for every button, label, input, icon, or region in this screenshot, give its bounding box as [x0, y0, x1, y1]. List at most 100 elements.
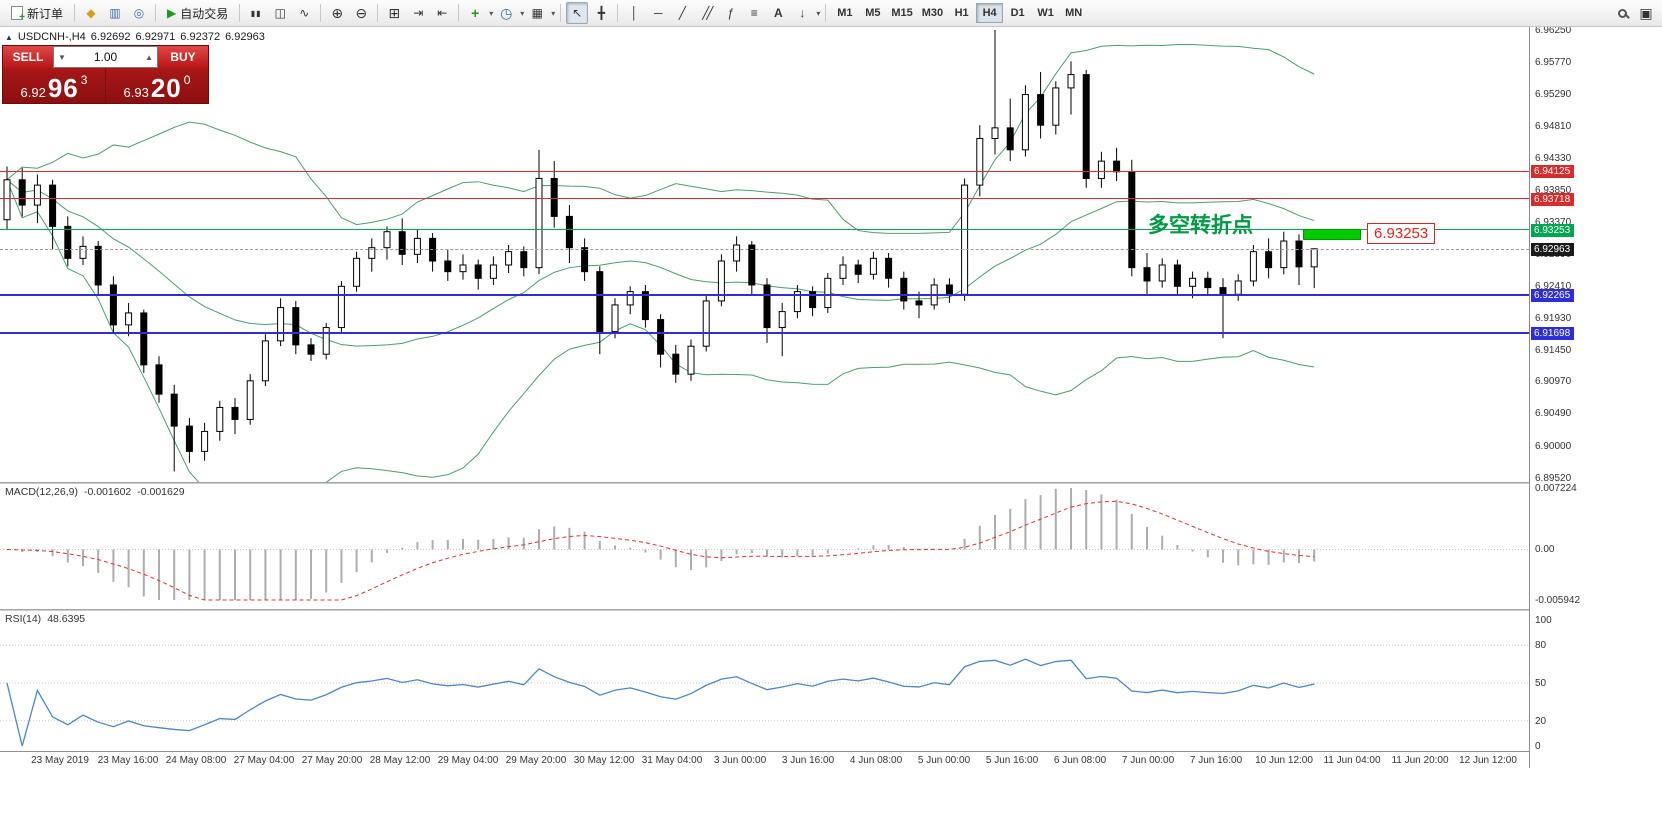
- channel-icon[interactable]: ╱╱: [702, 6, 713, 20]
- vertical-line-icon[interactable]: │: [630, 6, 639, 20]
- toolbar-separator: [560, 4, 562, 22]
- time-tick: 23 May 16:00: [97, 755, 159, 766]
- rsi-axis-tick: 50: [1535, 678, 1547, 689]
- macd-name: MACD(12,26,9): [5, 486, 78, 498]
- auto-trading-icon: ▶: [167, 6, 177, 20]
- zoom-out-icon[interactable]: ⊖: [355, 4, 368, 21]
- data-window-icon[interactable]: ▥: [109, 6, 121, 20]
- periods-icon[interactable]: ◷: [500, 4, 513, 21]
- timeframe-h4[interactable]: H4: [976, 3, 1004, 23]
- price-tag: 6.91698: [1531, 327, 1575, 341]
- one-click-toggle-icon[interactable]: ▲: [5, 32, 13, 42]
- timeframe-group: M1 M5 M15 M30 H1 H4 D1 W1 MN: [831, 3, 1087, 23]
- toolbar-separator: [458, 4, 460, 22]
- search-icon[interactable]: [1611, 2, 1633, 24]
- timeframe-m30[interactable]: M30: [921, 7, 944, 19]
- rsi-axis-tick: 100: [1535, 615, 1552, 626]
- chart-shift-icon[interactable]: ⇤: [437, 6, 448, 20]
- chart-header: ▲ USDCNH-,H4 6.92692 6.92971 6.92372 6.9…: [5, 31, 265, 43]
- buy-button[interactable]: BUY: [158, 46, 208, 68]
- sell-price[interactable]: 6.92 96 3: [3, 68, 106, 103]
- timeframe-m1[interactable]: M1: [837, 7, 853, 19]
- macd-chart[interactable]: [0, 484, 1529, 608]
- volume-increase-button[interactable]: ▲: [145, 52, 153, 62]
- price-tick: 6.95770: [1535, 56, 1572, 68]
- periods-caret-icon[interactable]: ▾: [520, 8, 525, 18]
- turning-point-highlight-bar[interactable]: [1303, 229, 1361, 240]
- tile-windows-icon[interactable]: ⊞: [388, 4, 401, 21]
- timeframe-m15[interactable]: M15: [891, 7, 913, 19]
- new-order-button[interactable]: 新订单: [5, 2, 69, 24]
- time-tick: 28 May 12:00: [369, 755, 431, 766]
- candlestick-chart[interactable]: [0, 27, 1529, 483]
- time-tick: 10 Jun 12:00: [1255, 755, 1313, 766]
- bar-open-value: 6.92692: [90, 31, 131, 43]
- time-axis[interactable]: 23 May 2019 23 May 16:00 24 May 08:00 27 Ma…: [0, 751, 1662, 768]
- price-tick: 6.90490: [1535, 408, 1572, 420]
- price-tick: 6.94330: [1535, 152, 1572, 164]
- zoom-in-icon[interactable]: ⊕: [331, 4, 344, 21]
- fibonacci-icon[interactable]: ƒ: [726, 6, 734, 20]
- price-tick: 6.93850: [1535, 184, 1572, 196]
- time-tick: 12 Jun 12:00: [1459, 755, 1517, 766]
- toolbar-separator: [155, 4, 157, 22]
- horizontal-level-line[interactable]: [0, 170, 1529, 172]
- new-window-icon[interactable]: ▣: [1639, 4, 1653, 21]
- time-tick: 27 May 04:00: [233, 755, 295, 766]
- buy-price-small: 6.93: [123, 85, 149, 100]
- indicators-caret-icon[interactable]: ▾: [489, 8, 494, 18]
- sell-price-sup: 3: [80, 73, 88, 87]
- price-tick: 6.89520: [1535, 473, 1572, 485]
- indicators-icon[interactable]: +: [471, 5, 480, 21]
- arrows-tool-icon[interactable]: ↓: [799, 6, 806, 20]
- shapes-icon[interactable]: ≡: [750, 6, 758, 20]
- toolbar-separator: [617, 4, 619, 22]
- text-tool-icon[interactable]: A: [773, 6, 783, 20]
- auto-trading-button[interactable]: ▶ 自动交易: [161, 2, 234, 24]
- template-caret-icon[interactable]: ▾: [551, 8, 556, 18]
- price-tag: 6.94125: [1531, 165, 1575, 179]
- price-tag: 6.92265: [1531, 289, 1575, 303]
- crosshair-icon[interactable]: ╋: [597, 6, 605, 20]
- panel-separator[interactable]: [0, 482, 1662, 484]
- auto-scroll-icon[interactable]: ⇥: [413, 6, 424, 20]
- panel-separator[interactable]: [0, 609, 1662, 611]
- turning-point-price-label[interactable]: 6.93253: [1367, 223, 1436, 244]
- timeframe-mn[interactable]: MN: [1065, 7, 1083, 19]
- horizontal-level-line[interactable]: [0, 294, 1529, 297]
- rsi-chart[interactable]: [0, 611, 1529, 750]
- bar-chart-icon[interactable]: ▮▮: [250, 8, 262, 18]
- turning-point-annotation[interactable]: 多空转折点: [1148, 214, 1253, 237]
- candlestick-chart-icon[interactable]: ◫: [274, 6, 286, 20]
- timeframe-m5[interactable]: M5: [865, 7, 881, 19]
- horizontal-level-line[interactable]: [0, 198, 1529, 200]
- market-watch-icon[interactable]: ◆: [86, 6, 96, 20]
- timeframe-w1[interactable]: W1: [1037, 7, 1054, 19]
- macd-value-signal: -0.001629: [137, 486, 185, 498]
- volume-field[interactable]: ▼ 1.00 ▲: [53, 46, 158, 68]
- bar-high-value: 6.92971: [135, 31, 176, 43]
- sell-button[interactable]: SELL: [3, 46, 53, 68]
- toolbar-separator: [74, 4, 76, 22]
- horizontal-line-icon[interactable]: ─: [654, 6, 663, 20]
- cursor-icon[interactable]: ↖: [566, 2, 589, 24]
- horizontal-level-line[interactable]: [0, 229, 1529, 230]
- price-tag: 6.93718: [1531, 192, 1575, 206]
- new-order-icon: [11, 6, 25, 23]
- timeframe-h1[interactable]: H1: [954, 7, 969, 19]
- price-axis[interactable]: 6.96250 6.95770 6.95290 6.94810 6.94330 6.938…: [1529, 25, 1662, 768]
- timeframe-d1[interactable]: D1: [1010, 7, 1025, 19]
- time-tick: 6 Jun 08:00: [1053, 755, 1107, 766]
- horizontal-level-line[interactable]: [0, 332, 1529, 335]
- buy-price[interactable]: 6.93 20 0: [106, 68, 208, 103]
- template-icon[interactable]: ▦: [531, 6, 543, 20]
- volume-decrease-button[interactable]: ▼: [58, 52, 66, 62]
- navigator-icon[interactable]: ◎: [133, 6, 145, 20]
- price-tick: 6.96250: [1535, 25, 1572, 36]
- line-chart-icon[interactable]: ∿: [299, 6, 310, 20]
- trendline-icon[interactable]: ╱: [678, 6, 686, 20]
- time-tick: 27 May 20:00: [301, 755, 363, 766]
- volume-value[interactable]: 1.00: [93, 50, 118, 64]
- rsi-axis-tick: 0: [1535, 741, 1541, 752]
- arrows-caret-icon[interactable]: ▾: [816, 8, 821, 18]
